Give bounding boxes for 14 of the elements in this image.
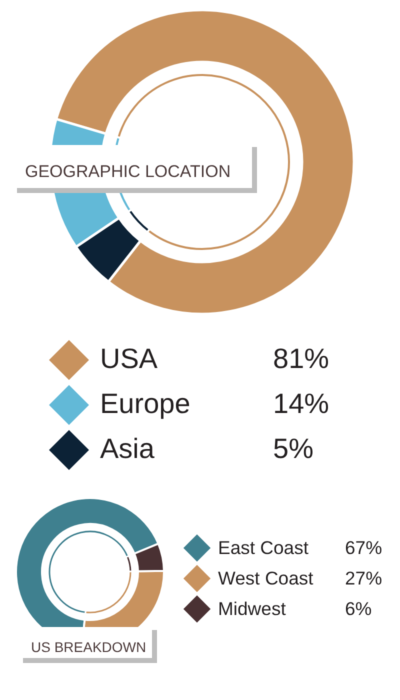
text: US BREAKDOWN [31,639,146,655]
text: 5% [273,433,314,464]
legend-label: Midwest [218,598,286,619]
legend-label: Europe [100,388,190,419]
text: 14% [273,388,330,419]
text: 67% [345,537,382,558]
legend-label: USA [100,343,158,374]
text: 6% [345,598,372,619]
legend-label: West Coast [218,568,314,588]
legend-label: East Coast [218,537,308,558]
text: 27% [345,568,382,588]
text: 81% [273,343,330,374]
text: GEOGRAPHIC LOCATION [25,162,231,181]
legend-label: Asia [100,433,155,464]
